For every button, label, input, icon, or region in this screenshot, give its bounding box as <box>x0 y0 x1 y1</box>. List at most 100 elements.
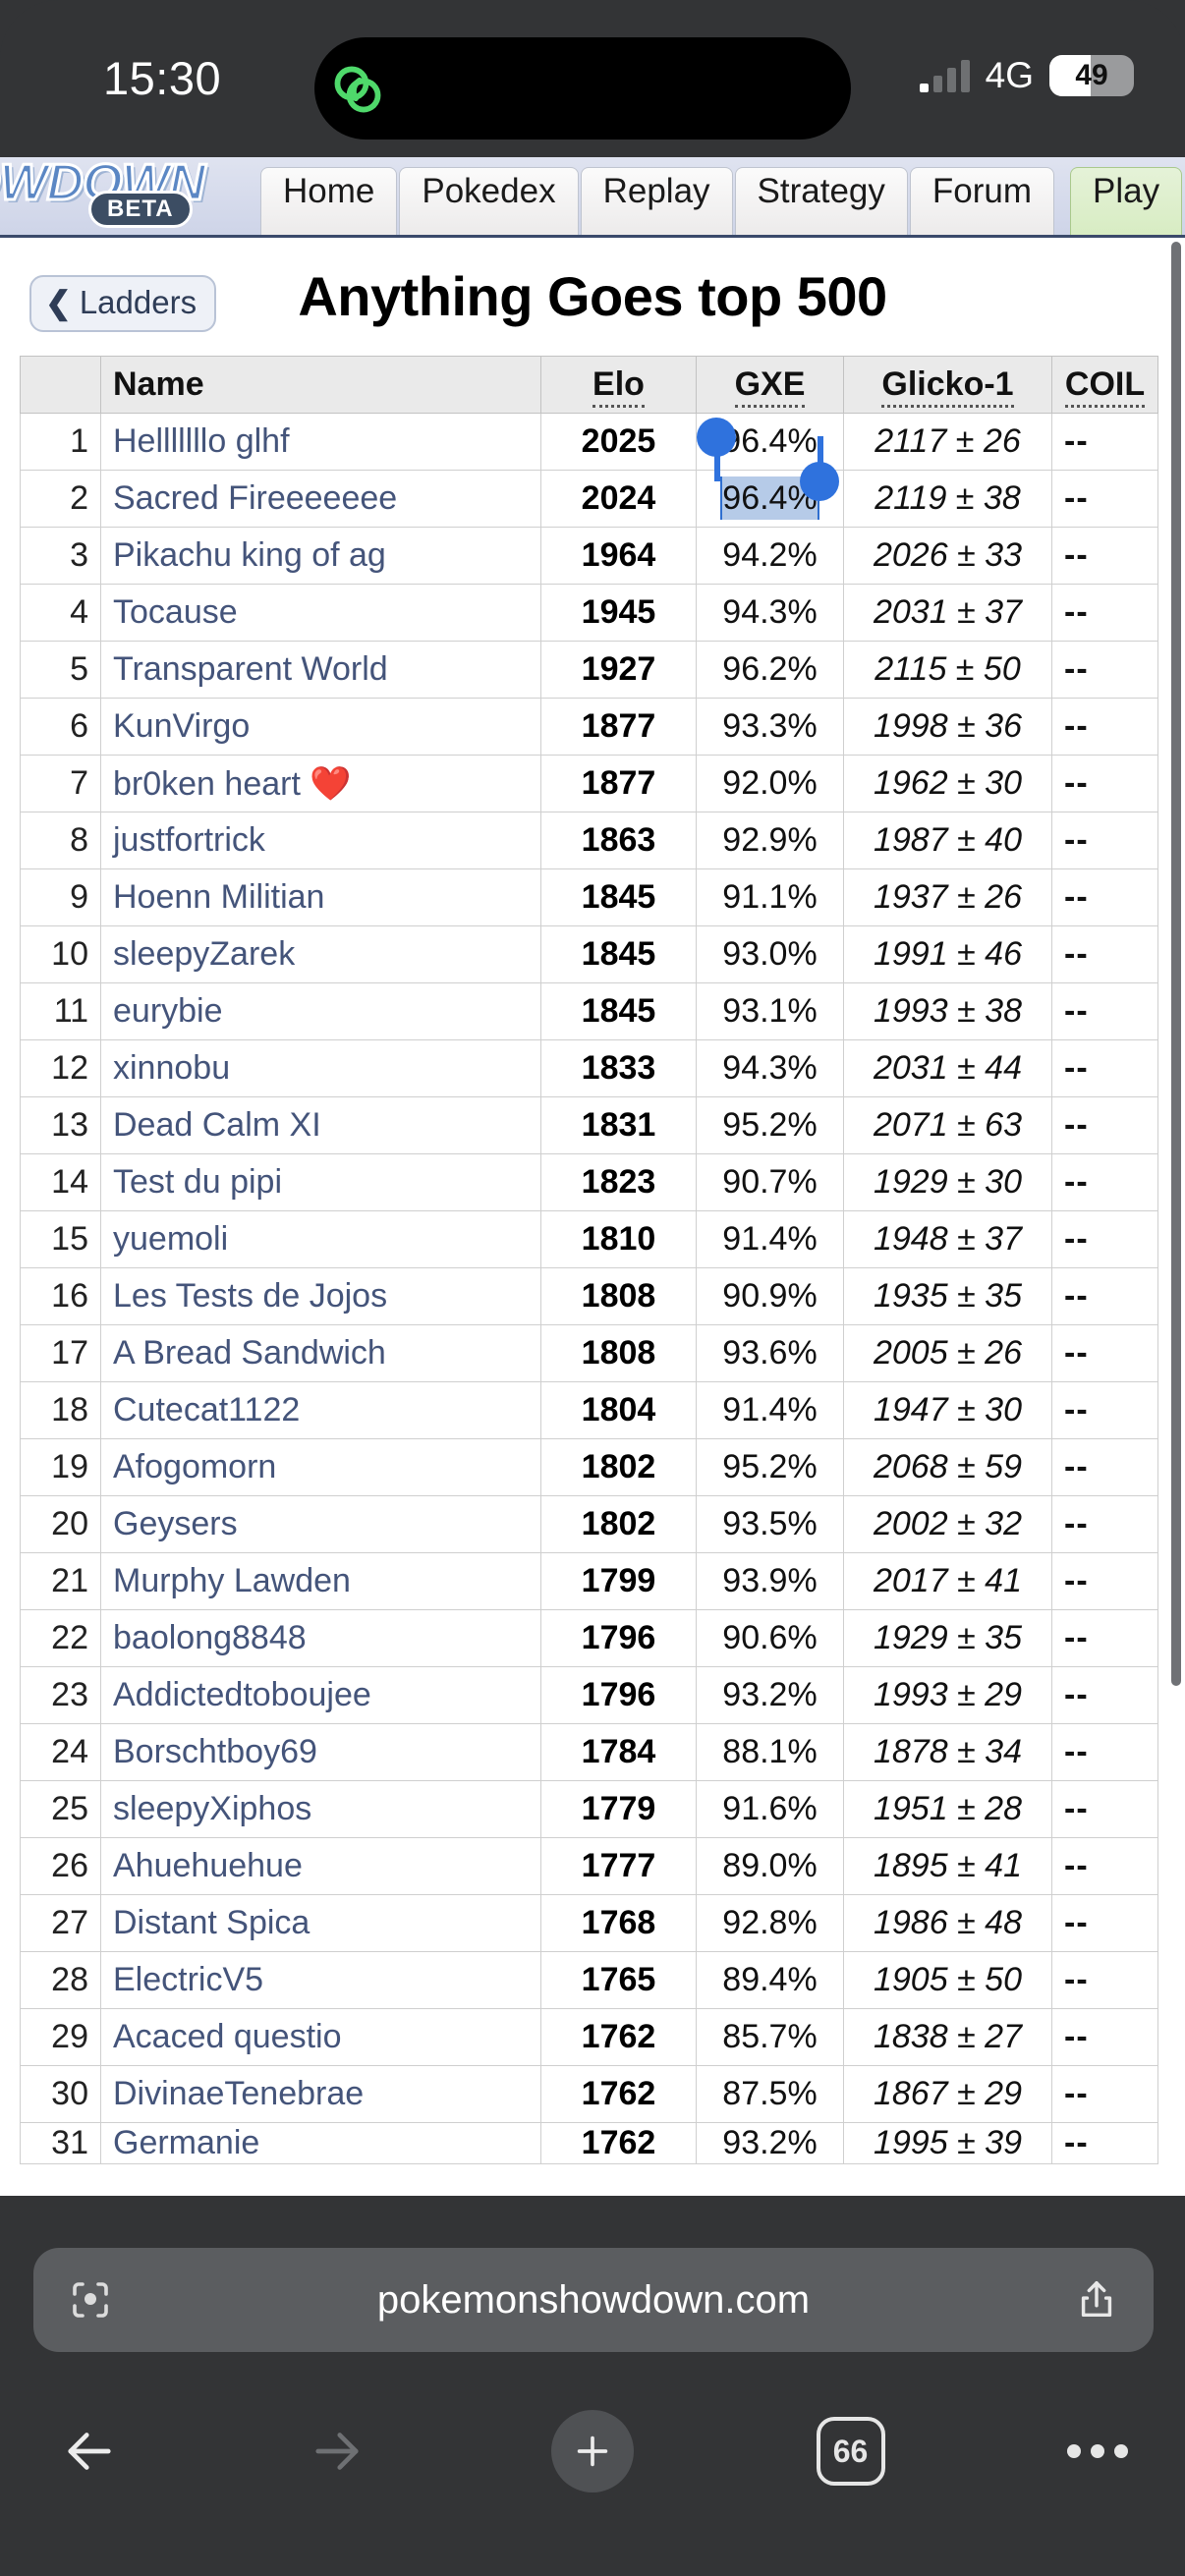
cell-rank: 11 <box>20 982 101 1040</box>
cell-name[interactable]: yuemoli <box>100 1210 541 1268</box>
table-row[interactable]: 17 A Bread Sandwich 1808 93.6% 2005 ± 26 -- <box>20 1324 1158 1382</box>
new-tab-button[interactable] <box>551 2410 634 2492</box>
cell-name[interactable]: Acaced questio <box>100 2008 541 2066</box>
table-row[interactable]: 21 Murphy Lawden 1799 93.9% 2017 ± 41 -- <box>20 1552 1158 1610</box>
table-row[interactable]: 22 baolong8848 1796 90.6% 1929 ± 35 -- <box>20 1609 1158 1667</box>
table-row[interactable]: 4 Tocause 1945 94.3% 2031 ± 37 -- <box>20 584 1158 642</box>
table-row[interactable]: 16 Les Tests de Jojos 1808 90.9% 1935 ± 35 -- <box>20 1267 1158 1325</box>
cell-name[interactable]: baolong8848 <box>100 1609 541 1667</box>
more-options-button[interactable] <box>1067 2444 1128 2458</box>
table-row[interactable]: 14 Test du pipi 1823 90.7% 1929 ± 30 -- <box>20 1153 1158 1211</box>
cell-gxe: 91.1% <box>696 868 844 926</box>
cell-name[interactable]: Transparent World <box>100 641 541 699</box>
cell-coil: -- <box>1051 1609 1158 1667</box>
cell-name[interactable]: A Bread Sandwich <box>100 1324 541 1382</box>
page-scan-icon[interactable] <box>63 2272 118 2327</box>
cell-name[interactable]: Dead Calm XI <box>100 1096 541 1154</box>
nav-tab-forum[interactable]: Forum <box>909 167 1055 235</box>
selection-handle-start[interactable] <box>697 418 736 457</box>
share-icon[interactable] <box>1069 2272 1124 2327</box>
table-row[interactable]: 5 Transparent World 1927 96.2% 2115 ± 50 -- <box>20 641 1158 699</box>
cell-name[interactable]: xinnobu <box>100 1039 541 1097</box>
cell-name[interactable]: sleepyZarek <box>100 925 541 983</box>
nav-tab-strategy[interactable]: Strategy <box>734 167 908 235</box>
table-row[interactable]: 29 Acaced questio 1762 85.7% 1838 ± 27 -- <box>20 2008 1158 2066</box>
table-row[interactable]: 10 sleepyZarek 1845 93.0% 1991 ± 46 -- <box>20 925 1158 983</box>
cell-coil: -- <box>1051 413 1158 471</box>
tab-switcher-button[interactable]: 66 <box>816 2417 885 2486</box>
address-bar-url[interactable]: pokemonshowdown.com <box>376 2277 811 2322</box>
table-row[interactable]: 12 xinnobu 1833 94.3% 2031 ± 44 -- <box>20 1039 1158 1097</box>
table-row[interactable]: 24 Borschtboy69 1784 88.1% 1878 ± 34 -- <box>20 1723 1158 1781</box>
table-row[interactable]: 6 KunVirgo 1877 93.3% 1998 ± 36 -- <box>20 698 1158 756</box>
nav-tab-play[interactable]: Play <box>1070 167 1183 235</box>
forward-button[interactable] <box>305 2419 369 2484</box>
table-row[interactable]: 11 eurybie 1845 93.1% 1993 ± 38 -- <box>20 982 1158 1040</box>
cell-name[interactable]: ElectricV5 <box>100 1951 541 2009</box>
col-elo[interactable]: Elo <box>540 356 697 414</box>
table-row[interactable]: 25 sleepyXiphos 1779 91.6% 1951 ± 28 -- <box>20 1780 1158 1838</box>
cell-name[interactable]: Test du pipi <box>100 1153 541 1211</box>
showdown-logo[interactable]: OWDOWN BETA <box>0 157 246 234</box>
cell-elo: 1804 <box>540 1381 697 1439</box>
cell-name[interactable]: Ahuehuehue <box>100 1837 541 1895</box>
table-row[interactable]: 13 Dead Calm XI 1831 95.2% 2071 ± 63 -- <box>20 1096 1158 1154</box>
cell-gxe: 88.1% <box>696 1723 844 1781</box>
table-row[interactable]: 20 Geysers 1802 93.5% 2002 ± 32 -- <box>20 1495 1158 1553</box>
cell-name[interactable]: br0ken heart ❤️ <box>100 755 541 812</box>
nav-tab-home[interactable]: Home <box>260 167 398 235</box>
cell-name[interactable]: Pikachu king of ag <box>100 527 541 585</box>
col-gxe[interactable]: GXE <box>696 356 844 414</box>
cell-name[interactable]: Murphy Lawden <box>100 1552 541 1610</box>
nav-tab-replay[interactable]: Replay <box>580 167 733 235</box>
cell-name[interactable]: DivinaeTenebrae <box>100 2065 541 2123</box>
cell-name[interactable]: Hoenn Militian <box>100 868 541 926</box>
cell-name[interactable]: KunVirgo <box>100 698 541 756</box>
table-row[interactable]: 3 Pikachu king of ag 1964 94.2% 2026 ± 33 -- <box>20 527 1158 585</box>
table-row[interactable]: 18 Cutecat1122 1804 91.4% 1947 ± 30 -- <box>20 1381 1158 1439</box>
table-row[interactable]: 27 Distant Spica 1768 92.8% 1986 ± 48 -- <box>20 1894 1158 1952</box>
table-row[interactable]: 8 justfortrick 1863 92.9% 1987 ± 40 -- <box>20 812 1158 869</box>
cell-name[interactable]: Germanie <box>100 2122 541 2164</box>
address-bar[interactable]: pokemonshowdown.com <box>33 2248 1154 2352</box>
cell-gxe: 93.1% <box>696 982 844 1040</box>
table-row[interactable]: 9 Hoenn Militian 1845 91.1% 1937 ± 26 -- <box>20 868 1158 926</box>
cell-rank: 15 <box>20 1210 101 1268</box>
cell-glicko: 1962 ± 30 <box>843 755 1052 812</box>
cell-name[interactable]: Les Tests de Jojos <box>100 1267 541 1325</box>
table-row[interactable]: 28 ElectricV5 1765 89.4% 1905 ± 50 -- <box>20 1951 1158 2009</box>
selection-handle-end[interactable] <box>800 462 839 501</box>
cell-elo: 2025 <box>540 413 697 471</box>
table-row[interactable]: 1 Helllllllo glhf 2025 96.4% 2117 ± 26 -- <box>20 413 1158 471</box>
cell-name[interactable]: Tocause <box>100 584 541 642</box>
cell-name[interactable]: Borschtboy69 <box>100 1723 541 1781</box>
table-row[interactable]: 19 Afogomorn 1802 95.2% 2068 ± 59 -- <box>20 1438 1158 1496</box>
cell-name[interactable]: Afogomorn <box>100 1438 541 1496</box>
back-to-ladders-button[interactable]: ❮ Ladders <box>29 275 217 332</box>
table-row[interactable]: 2 Sacred Fireeeeeee 2024 96.4% 2119 ± 38 -- <box>20 470 1158 528</box>
dynamic-island[interactable] <box>314 37 851 140</box>
cell-elo: 1808 <box>540 1324 697 1382</box>
table-row[interactable]: 26 Ahuehuehue 1777 89.0% 1895 ± 41 -- <box>20 1837 1158 1895</box>
cell-name[interactable]: eurybie <box>100 982 541 1040</box>
cell-name[interactable]: Addictedtoboujee <box>100 1666 541 1724</box>
table-row[interactable]: 15 yuemoli 1810 91.4% 1948 ± 37 -- <box>20 1210 1158 1268</box>
cell-name[interactable]: Geysers <box>100 1495 541 1553</box>
cell-name[interactable]: Cutecat1122 <box>100 1381 541 1439</box>
cell-coil: -- <box>1051 1723 1158 1781</box>
table-row[interactable]: 7 br0ken heart ❤️ 1877 92.0% 1962 ± 30 -- <box>20 755 1158 812</box>
cell-name[interactable]: justfortrick <box>100 812 541 869</box>
cell-name[interactable]: Sacred Fireeeeeee <box>100 470 541 528</box>
cell-name[interactable]: Distant Spica <box>100 1894 541 1952</box>
col-coil[interactable]: COIL <box>1051 356 1158 414</box>
back-button[interactable] <box>57 2419 122 2484</box>
page-scrollbar[interactable] <box>1171 242 1181 1686</box>
cell-name[interactable]: Helllllllo glhf <box>100 413 541 471</box>
cell-name[interactable]: sleepyXiphos <box>100 1780 541 1838</box>
table-row[interactable]: 23 Addictedtoboujee 1796 93.2% 1993 ± 29 -- <box>20 1666 1158 1724</box>
nav-tab-pokedex[interactable]: Pokedex <box>399 167 579 235</box>
table-row[interactable]: 31 Germanie 1762 93.2% 1995 ± 39 -- <box>20 2122 1158 2164</box>
table-row[interactable]: 30 DivinaeTenebrae 1762 87.5% 1867 ± 29 -- <box>20 2065 1158 2123</box>
cell-rank: 27 <box>20 1894 101 1952</box>
col-glicko[interactable]: Glicko-1 <box>843 356 1052 414</box>
